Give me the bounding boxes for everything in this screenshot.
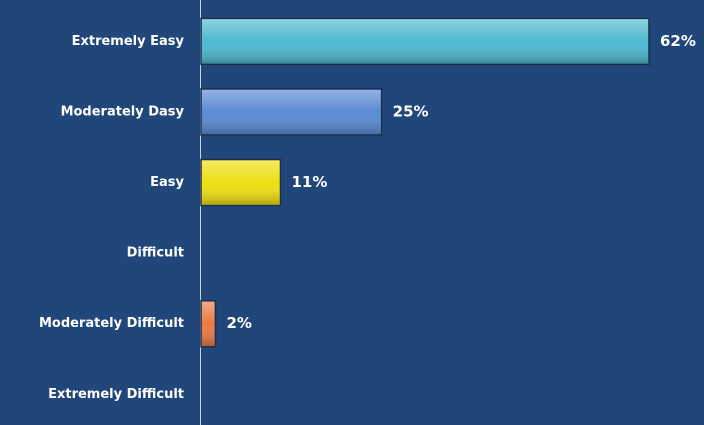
category-label: Moderately Difficult <box>39 316 184 331</box>
category-label: Extremely Easy <box>72 34 185 49</box>
bar-shine <box>202 160 280 205</box>
category-label: Extremely Difficult <box>48 387 184 402</box>
category-label: Difficult <box>127 246 184 261</box>
value-label: 62% <box>660 32 696 50</box>
bar-shine <box>202 301 215 346</box>
category-label: Moderately Dasy <box>61 104 185 119</box>
bar-shine <box>202 19 648 64</box>
category-label: Easy <box>150 175 184 190</box>
value-label: 25% <box>393 102 429 120</box>
bar-shine <box>202 89 381 134</box>
value-label: 2% <box>226 314 251 332</box>
value-label: 11% <box>291 173 327 191</box>
